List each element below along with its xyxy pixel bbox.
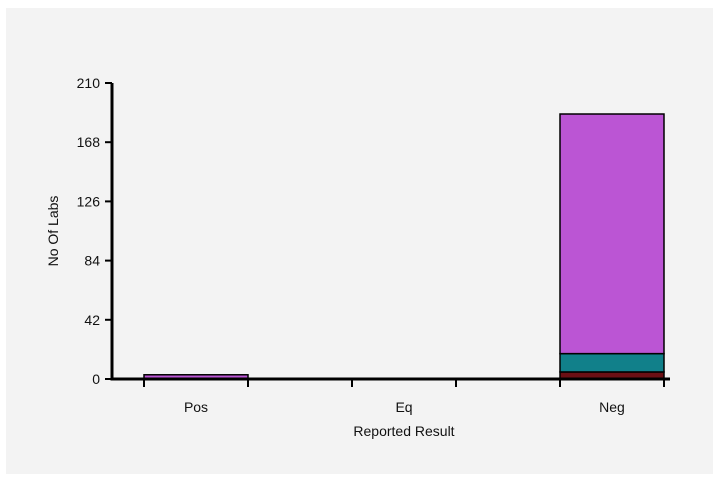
y-tick-label-42: 42 <box>84 312 100 328</box>
y-tick-label-84: 84 <box>84 253 100 269</box>
y-tick-label-168: 168 <box>77 134 101 150</box>
x-axis-ticks: Pos Eq Neg <box>143 379 665 415</box>
y-tick-label-210: 210 <box>77 75 101 91</box>
x-tick-label-pos: Pos <box>184 399 208 415</box>
bars-group <box>143 113 665 380</box>
y-axis-ticks: 0 42 84 126 168 210 <box>77 75 112 387</box>
bar-neg-series-2 <box>559 352 665 373</box>
x-tick-label-eq: Eq <box>395 399 412 415</box>
x-tick-label-neg: Neg <box>599 399 625 415</box>
y-tick-label-126: 126 <box>77 193 101 209</box>
y-axis-title: No Of Labs <box>45 196 61 267</box>
y-tick-label-0: 0 <box>92 371 100 387</box>
x-axis-title: Reported Result <box>353 423 454 439</box>
bar-neg-series-3 <box>559 113 665 355</box>
